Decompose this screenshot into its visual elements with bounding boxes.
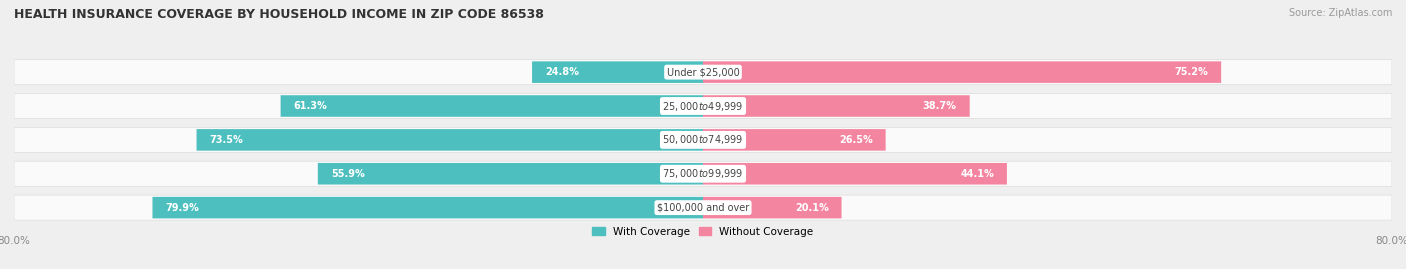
Text: 20.1%: 20.1%	[794, 203, 828, 213]
FancyBboxPatch shape	[703, 95, 970, 117]
FancyBboxPatch shape	[703, 163, 1007, 185]
FancyBboxPatch shape	[531, 61, 703, 83]
Text: HEALTH INSURANCE COVERAGE BY HOUSEHOLD INCOME IN ZIP CODE 86538: HEALTH INSURANCE COVERAGE BY HOUSEHOLD I…	[14, 8, 544, 21]
Text: $75,000 to $99,999: $75,000 to $99,999	[662, 167, 744, 180]
Text: 73.5%: 73.5%	[209, 135, 243, 145]
Text: 79.9%: 79.9%	[166, 203, 200, 213]
Text: $100,000 and over: $100,000 and over	[657, 203, 749, 213]
FancyBboxPatch shape	[14, 60, 1392, 85]
FancyBboxPatch shape	[703, 197, 842, 218]
Legend: With Coverage, Without Coverage: With Coverage, Without Coverage	[588, 222, 818, 241]
Text: 38.7%: 38.7%	[922, 101, 956, 111]
FancyBboxPatch shape	[703, 61, 1222, 83]
Text: $25,000 to $49,999: $25,000 to $49,999	[662, 100, 744, 112]
FancyBboxPatch shape	[14, 127, 1392, 153]
FancyBboxPatch shape	[152, 197, 703, 218]
Text: Source: ZipAtlas.com: Source: ZipAtlas.com	[1288, 8, 1392, 18]
FancyBboxPatch shape	[14, 161, 1392, 186]
Text: 44.1%: 44.1%	[960, 169, 994, 179]
FancyBboxPatch shape	[14, 93, 1392, 119]
FancyBboxPatch shape	[197, 129, 703, 151]
FancyBboxPatch shape	[318, 163, 703, 185]
Text: 26.5%: 26.5%	[839, 135, 873, 145]
FancyBboxPatch shape	[703, 129, 886, 151]
FancyBboxPatch shape	[281, 95, 703, 117]
Text: $50,000 to $74,999: $50,000 to $74,999	[662, 133, 744, 146]
Text: 24.8%: 24.8%	[546, 67, 579, 77]
Text: 55.9%: 55.9%	[330, 169, 364, 179]
Text: 61.3%: 61.3%	[294, 101, 328, 111]
Text: 75.2%: 75.2%	[1174, 67, 1208, 77]
Text: Under $25,000: Under $25,000	[666, 67, 740, 77]
FancyBboxPatch shape	[14, 195, 1392, 220]
